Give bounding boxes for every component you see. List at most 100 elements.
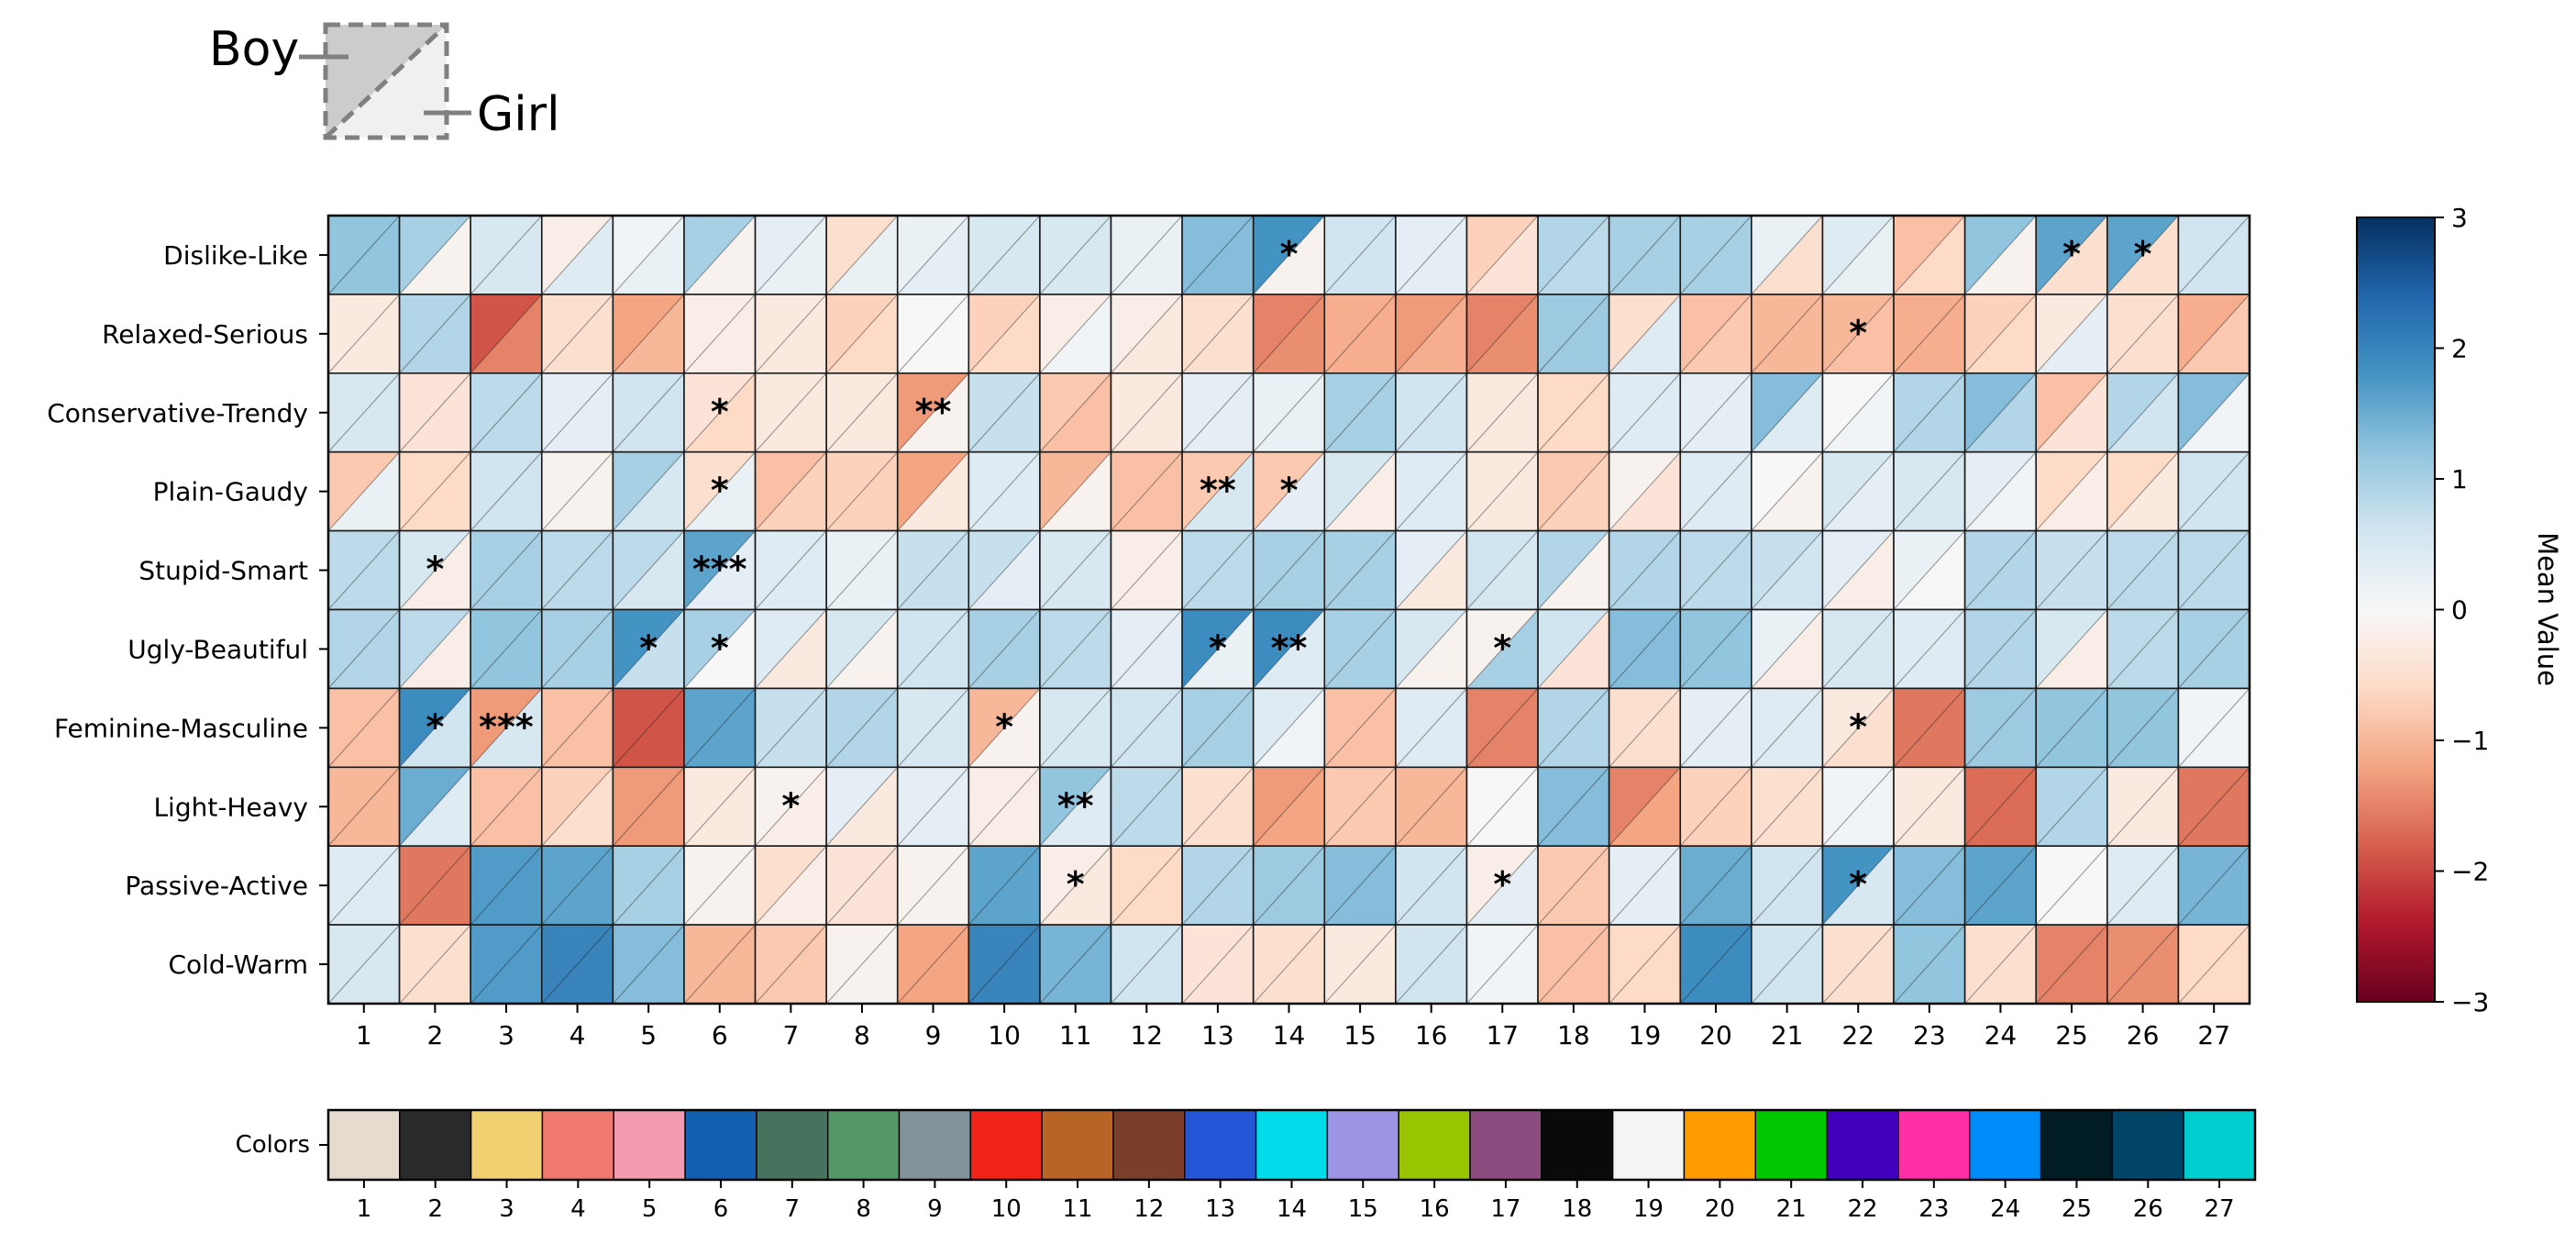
colorbar-tick-label: −2 (2451, 857, 2489, 887)
cell-diagonal (1395, 530, 1467, 610)
cell-diagonal (1181, 609, 1255, 689)
cell-girl (968, 451, 1040, 531)
cell-diagonal (399, 530, 471, 610)
cell-diagonal (1679, 451, 1752, 532)
cell-girl (1111, 688, 1183, 768)
cell-boy (1039, 688, 1111, 768)
cell-diagonal (1964, 609, 2037, 689)
color-strip-tick-label: 10 (991, 1195, 1022, 1223)
cell-boy (1822, 451, 1895, 531)
cell-girl (1964, 925, 2037, 1004)
cell-boy (1680, 688, 1752, 768)
cell-girl (541, 925, 614, 1004)
cell-diagonal (470, 451, 543, 532)
significance-marker: * (2134, 234, 2152, 274)
cell-boy (1466, 451, 1539, 531)
cell-diagonal (755, 451, 827, 532)
cell-diagonal (1253, 451, 1325, 532)
cell-boy (470, 530, 542, 610)
cell-girl (1111, 216, 1183, 294)
cell-girl (968, 372, 1040, 452)
cell-boy (1253, 846, 1325, 926)
cell-girl (399, 925, 471, 1004)
cell-girl (2178, 767, 2250, 847)
color-swatch (1897, 1109, 1971, 1181)
cell-girl (755, 846, 827, 926)
cell-diagonal (1537, 215, 1610, 295)
cell-girl (1894, 846, 1965, 926)
cell-diagonal (1039, 451, 1111, 532)
cell-boy (2178, 609, 2250, 689)
cell-boy (1466, 530, 1539, 610)
cell-boy (1395, 688, 1467, 768)
cell-diagonal (1181, 294, 1255, 374)
cell-girl (1609, 216, 1681, 294)
color-strip-tick-label: 1 (357, 1195, 372, 1223)
cell-diagonal (897, 687, 969, 768)
cell-girl (897, 451, 969, 531)
cell-diagonal (1395, 372, 1467, 453)
cell-diagonal (399, 845, 471, 926)
cell-diagonal (1679, 372, 1752, 453)
cell-boy (1964, 451, 2037, 531)
significance-marker: * (711, 628, 729, 668)
cell-girl (1466, 767, 1539, 847)
cell-boy (470, 609, 542, 689)
cell-girl (1182, 688, 1254, 768)
cell-diagonal (399, 451, 471, 532)
cell-diagonal (541, 372, 614, 453)
cell-girl (1253, 688, 1325, 768)
cell-girl (1751, 216, 1823, 294)
cell-girl (1538, 688, 1609, 768)
cell-boy (399, 216, 471, 294)
color-swatch (684, 1109, 757, 1181)
cell-girl (2178, 372, 2250, 452)
cell-boy (897, 688, 969, 768)
color-swatch (541, 1109, 614, 1181)
cell-diagonal (1253, 609, 1325, 689)
cell-girl (1964, 294, 2037, 373)
cell-boy (2036, 925, 2107, 1004)
cell-diagonal (2035, 530, 2108, 610)
cell-girl (1822, 688, 1895, 768)
cell-boy (1182, 925, 1254, 1004)
cell-diagonal (683, 609, 757, 689)
cell-diagonal (327, 766, 401, 847)
cell-diagonal (1893, 766, 1966, 847)
cell-girl (1395, 688, 1467, 768)
cell-girl (1466, 609, 1539, 689)
cell-boy (541, 609, 614, 689)
cell-boy (1609, 846, 1681, 926)
cell-girl (1324, 609, 1396, 689)
cell-diagonal (1111, 530, 1183, 610)
cell-girl (328, 846, 400, 926)
cell-boy (683, 372, 756, 452)
cell-girl (683, 846, 756, 926)
cell-diagonal (2177, 530, 2250, 610)
cell-girl (470, 846, 542, 926)
column-label: 10 (988, 1020, 1021, 1050)
cell-diagonal (1395, 766, 1467, 847)
cell-girl (1395, 767, 1467, 847)
cell-diagonal (2035, 451, 2108, 532)
cell-diagonal (612, 372, 685, 453)
cell-girl (683, 294, 756, 373)
color-swatch (470, 1109, 544, 1181)
cell-boy (1324, 609, 1396, 689)
cell-girl (826, 451, 898, 531)
cell-diagonal (1821, 845, 1895, 926)
cell-diagonal (683, 766, 757, 847)
cell-diagonal (1537, 766, 1610, 847)
colorbar-tick-label: 2 (2451, 334, 2468, 364)
cell-diagonal (1111, 687, 1183, 768)
cell-girl (826, 294, 898, 373)
cell-diagonal (1964, 530, 2037, 610)
cell-diagonal (612, 924, 685, 1005)
cell-girl (755, 530, 827, 610)
cell-boy (1822, 925, 1895, 1004)
cell-diagonal (755, 294, 827, 374)
cell-girl (1964, 451, 2037, 531)
cell-boy (470, 294, 542, 373)
cell-boy (2036, 372, 2107, 452)
